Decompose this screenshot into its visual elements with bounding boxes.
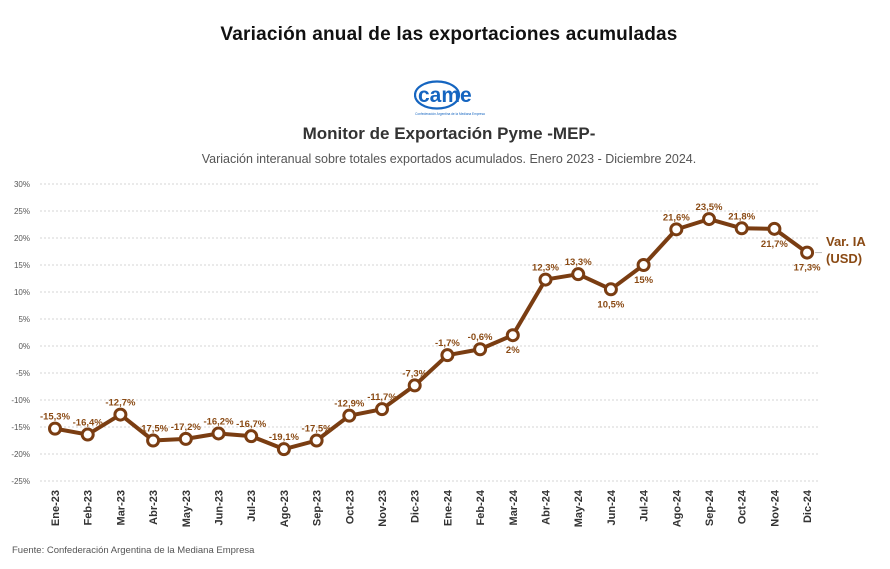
data-label: -16,2%	[203, 416, 234, 427]
data-point	[407, 378, 422, 393]
y-tick-label: -20%	[11, 450, 30, 459]
x-tick-label: Abr-23	[148, 490, 160, 525]
data-point	[767, 221, 782, 236]
x-tick-label: Dic-24	[802, 489, 814, 523]
data-label: 15%	[634, 275, 654, 286]
page-title: Variación anual de las exportaciones acu…	[220, 24, 678, 45]
y-tick-label: 30%	[14, 180, 30, 189]
y-tick-label: 0%	[18, 342, 30, 351]
data-label: -16,7%	[236, 419, 267, 430]
series-line	[54, 217, 809, 452]
data-point	[178, 431, 193, 446]
data-label: -7,3%	[402, 368, 427, 379]
data-label: -11,7%	[367, 392, 397, 403]
data-point	[113, 407, 128, 422]
data-point	[342, 408, 357, 423]
data-point	[571, 267, 586, 282]
data-point	[734, 221, 749, 236]
y-tick-label: -5%	[16, 369, 30, 378]
data-label: 21,7%	[761, 239, 788, 250]
data-point	[244, 429, 259, 444]
x-tick-label: Ene-23	[50, 490, 62, 526]
x-tick-label: Nov-23	[377, 490, 389, 527]
x-tick-label: Oct-24	[737, 489, 749, 524]
y-tick-label: -10%	[11, 396, 30, 405]
x-tick-label: Mar-24	[508, 489, 520, 525]
x-tick-label: Feb-24	[475, 489, 487, 525]
data-point	[636, 258, 651, 272]
x-tick-label: Jul-23	[246, 490, 258, 522]
x-tick-label: Jul-24	[639, 489, 651, 522]
data-point	[276, 442, 291, 457]
x-tick-label: Jun-23	[214, 490, 226, 525]
data-label: -17,2%	[171, 422, 202, 433]
x-tick-label: Ene-24	[442, 489, 454, 526]
chart-subtitle: Variación interanual sobre totales expor…	[201, 152, 697, 166]
y-tick-label: 15%	[14, 261, 30, 270]
data-point	[538, 272, 553, 287]
x-tick-label: Ago-24	[671, 489, 683, 527]
data-label: -19,1%	[269, 432, 300, 443]
data-point	[440, 348, 455, 363]
x-tick-label: May-24	[573, 489, 585, 527]
x-tick-label: Ago-23	[279, 490, 291, 527]
logo-wordmark: came	[418, 84, 472, 107]
data-point	[473, 342, 488, 357]
x-tick-label: Nov-24	[769, 489, 781, 527]
data-label: 12,3%	[532, 263, 559, 274]
y-tick-label: 5%	[18, 315, 30, 324]
y-tick-label: 25%	[14, 207, 30, 216]
data-point	[603, 282, 618, 297]
data-label: -16,4%	[73, 418, 104, 429]
data-point	[505, 328, 520, 343]
chart-title: Monitor de Exportación Pyme -MEP-	[302, 124, 596, 143]
data-label: 23,5%	[696, 202, 723, 213]
y-tick-label: -25%	[11, 477, 30, 486]
series-end-label: Var. IA	[826, 234, 866, 249]
data-point	[669, 222, 684, 237]
x-tick-label: Sep-23	[312, 490, 324, 526]
y-tick-label: 20%	[14, 234, 30, 243]
data-point	[211, 426, 226, 441]
data-label: -12,7%	[105, 398, 136, 409]
x-tick-label: Mar-23	[115, 490, 127, 525]
data-label: -17,5%	[138, 424, 169, 435]
data-label: 21,6%	[663, 212, 690, 223]
data-label: -1,7%	[435, 338, 460, 349]
data-point	[80, 427, 95, 442]
data-label: 17,3%	[794, 263, 821, 274]
data-point	[48, 421, 62, 436]
data-label: -17,5%	[302, 424, 333, 435]
data-point	[800, 245, 815, 260]
source-note: Fuente: Confederación Argentina de la Me…	[12, 545, 255, 556]
x-tick-label: Jun-24	[606, 489, 618, 525]
y-tick-label: -15%	[11, 423, 30, 432]
x-tick-label: Abr-24	[541, 489, 553, 525]
data-point	[375, 402, 389, 417]
data-label: 13,3%	[565, 257, 592, 268]
x-tick-label: May-23	[181, 490, 193, 527]
data-label: 21,8%	[728, 211, 755, 222]
x-tick-label: Oct-23	[344, 490, 356, 524]
data-label: -12,9%	[334, 399, 365, 410]
logo-tagline: Confederación Argentina de la Mediana Em…	[415, 112, 485, 116]
data-label: -0,6%	[468, 332, 493, 343]
data-point	[702, 212, 716, 227]
data-point	[309, 433, 324, 448]
x-tick-label: Sep-24	[704, 489, 716, 526]
data-point	[146, 433, 161, 448]
x-tick-label: Dic-23	[410, 490, 422, 523]
series-end-label: (USD)	[826, 251, 862, 266]
y-tick-label: 10%	[14, 288, 30, 297]
data-label: 2%	[506, 345, 520, 356]
x-tick-label: Feb-23	[83, 490, 95, 525]
data-label: -15,3%	[40, 412, 71, 423]
came-logo: came Confederación Argentina de la Media…	[414, 80, 485, 116]
data-label: 10,5%	[597, 299, 624, 310]
